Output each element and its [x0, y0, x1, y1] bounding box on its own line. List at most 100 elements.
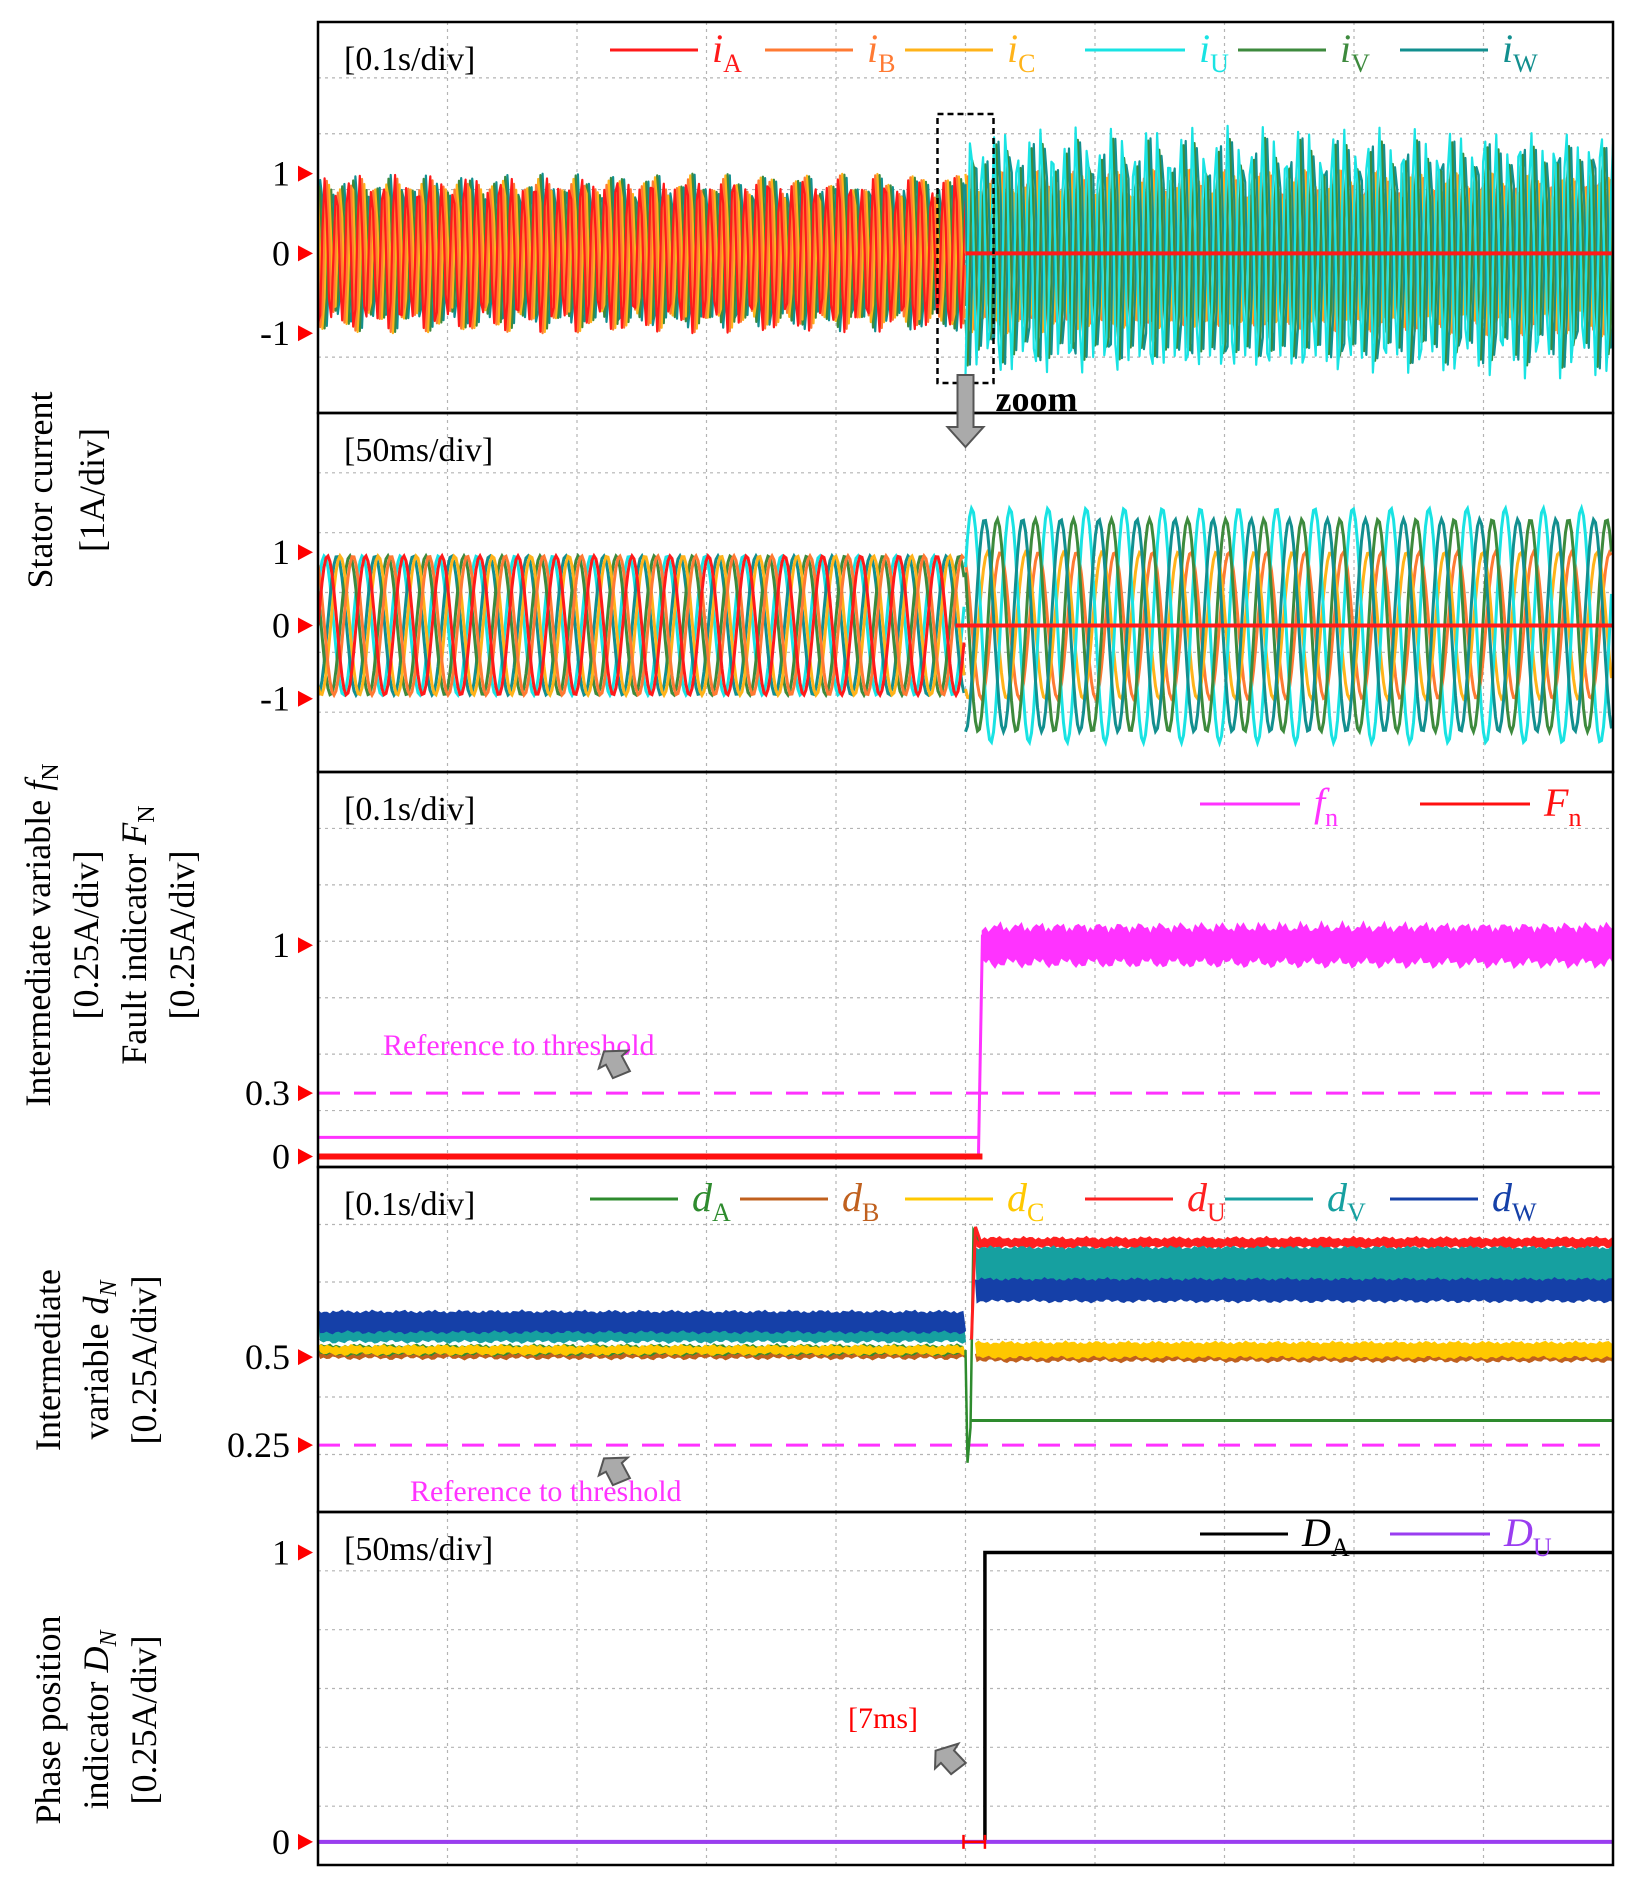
trace-iC [318, 552, 966, 699]
panel-3-grid [318, 772, 1613, 1167]
legend-label-dU: dU [1187, 1175, 1226, 1227]
panel-3-time-scale: [0.1s/div] [344, 791, 475, 828]
legend-label-iV: iV [1340, 26, 1370, 78]
trace-iB [318, 552, 966, 699]
trace-iW [318, 552, 966, 699]
panel-4-tick-label: 0.25 [227, 1425, 290, 1465]
ylabel-d-line3: [0.25A/div] [124, 1276, 164, 1445]
panel-3-tick-marker [298, 1085, 313, 1102]
trace-iA [318, 552, 966, 699]
panel-2-traces [318, 503, 1613, 748]
panel-5-arrow [933, 1741, 968, 1776]
trace-iV [964, 136, 1613, 369]
delay-label: [7ms] [848, 1702, 918, 1735]
ylabel-D-line2: indicator DN [76, 1629, 122, 1810]
panel-1-tick-label: 1 [272, 154, 290, 194]
panel-5-tick-label: 1 [272, 1533, 290, 1573]
panel-5-traces [318, 1550, 1613, 1844]
text-layer: zoom [0.1s/div] 1 0 -1 iA iB iC iU iV iW [50ms/div]… [227, 26, 1581, 1862]
panel-1-time-scale: [0.1s/div] [344, 41, 475, 78]
panel-2-tick-marker [298, 690, 313, 707]
trace-DA [318, 1550, 1613, 1844]
trace-dU [974, 1235, 1614, 1250]
panel-5-tick-marker [298, 1544, 313, 1561]
panel-2-tick-label: 1 [272, 532, 290, 572]
trace-iV [318, 172, 967, 333]
ylabel-fault-line4: [0.25A/div] [162, 851, 202, 1020]
trace-iW [964, 514, 1613, 737]
trace-dW [974, 1276, 1614, 1304]
panel-5-grid [318, 1512, 1613, 1865]
legend-label-Fn: Fn [1543, 780, 1581, 832]
panel-2-time-scale: [50ms/div] [344, 432, 493, 469]
ylabel-d-line2: variable dN [76, 1279, 122, 1440]
zoom-label: zoom [996, 379, 1078, 419]
panel-4-threshold-label: Reference to threshold [410, 1475, 682, 1508]
panel-3-tick-marker [298, 1148, 313, 1165]
trace-iU [964, 124, 1613, 380]
ylabel-D-line1: Phase position [28, 1615, 68, 1824]
panel-4-time-scale: [0.1s/div] [344, 1186, 475, 1223]
panel-2-tick-label: -1 [260, 679, 290, 719]
panel-3-arrow [597, 1049, 632, 1080]
panel-3-tick-label: 0 [272, 1136, 290, 1176]
frame-layer [316, 20, 1615, 1867]
trace-iB [318, 174, 967, 335]
legend-label-DA: DA [1301, 1510, 1350, 1562]
ylabel-fault-line3: Fault indicator FN [114, 805, 160, 1064]
panel-2-tick-marker [298, 544, 313, 561]
trace-iA [318, 173, 967, 335]
legend-label-iA: iA [712, 26, 742, 78]
trace-iV [964, 514, 1613, 737]
data-layer [317, 124, 1614, 1844]
panel-4-tick-marker [298, 1349, 313, 1366]
panel-1-tick-marker [298, 325, 313, 342]
ylabel-d: Intermediate variable dN [0.25A/div] [28, 1269, 164, 1451]
legend-label-dB: dB [842, 1175, 879, 1227]
legend-label-iU: iU [1199, 26, 1229, 78]
ylabel-stator: Stator current [1A/div] [20, 392, 112, 589]
ylabel-fault-line1: Intermediate variable fN [18, 763, 64, 1106]
panel-5-time-scale: [50ms/div] [344, 1531, 493, 1568]
panel-1-tick-label: 0 [272, 233, 290, 273]
legend-label-iW: iW [1502, 26, 1538, 78]
ylabel-stator-line2: [1A/div] [72, 428, 112, 552]
panel-3-tick-label: 1 [272, 925, 290, 965]
panel-2-tick-label: 0 [272, 605, 290, 645]
ylabel-D-line3: [0.25A/div] [124, 1636, 164, 1805]
ylabel-D: Phase position indicator DN [0.25A/div] [28, 1615, 164, 1824]
panel-4-arrow [597, 1456, 632, 1487]
panel-3-traces [318, 920, 1614, 1160]
legend-label-dW: dW [1492, 1175, 1537, 1227]
panel-4-tick-label: 0.5 [245, 1337, 290, 1377]
legend-label-dV: dV [1327, 1175, 1366, 1227]
panel-3-tick-marker [298, 937, 313, 954]
legend-label-iB: iB [867, 26, 895, 78]
panel-5-tick-marker [298, 1833, 313, 1850]
legend-label-dA: dA [692, 1175, 731, 1227]
legend-label-iC: iC [1007, 26, 1035, 78]
ylabel-d-line1: Intermediate [28, 1269, 68, 1451]
trace-dC [317, 1343, 967, 1357]
panel-1-tick-marker [298, 165, 313, 182]
panel-3-tick-label: 0.3 [245, 1073, 290, 1113]
legend-label-DU: DU [1503, 1510, 1552, 1562]
ylabel-stator-line1: Stator current [20, 392, 60, 589]
legend-label-fn: fn [1314, 780, 1338, 832]
zoom-arrow [945, 374, 986, 449]
trace-dW [317, 1309, 967, 1335]
trace-fn-after [981, 920, 1614, 969]
panel-5-tick-label: 0 [272, 1822, 290, 1862]
trace-fn-rise [976, 934, 984, 1157]
trace-iW [318, 172, 967, 333]
panel-4-tick-marker [298, 1437, 313, 1454]
ylabel-fault-line2: [0.25A/div] [66, 851, 106, 1020]
trace-dC [974, 1340, 1614, 1360]
panel-2-tick-marker [298, 617, 313, 634]
ylabel-fault: Intermediate variable fN [0.25A/div] Fau… [18, 763, 202, 1106]
panel-1-tick-marker [298, 245, 313, 262]
trace-iV [318, 552, 966, 699]
trace-dU-transition [970, 1226, 983, 1340]
panel-1-traces [318, 124, 1613, 380]
